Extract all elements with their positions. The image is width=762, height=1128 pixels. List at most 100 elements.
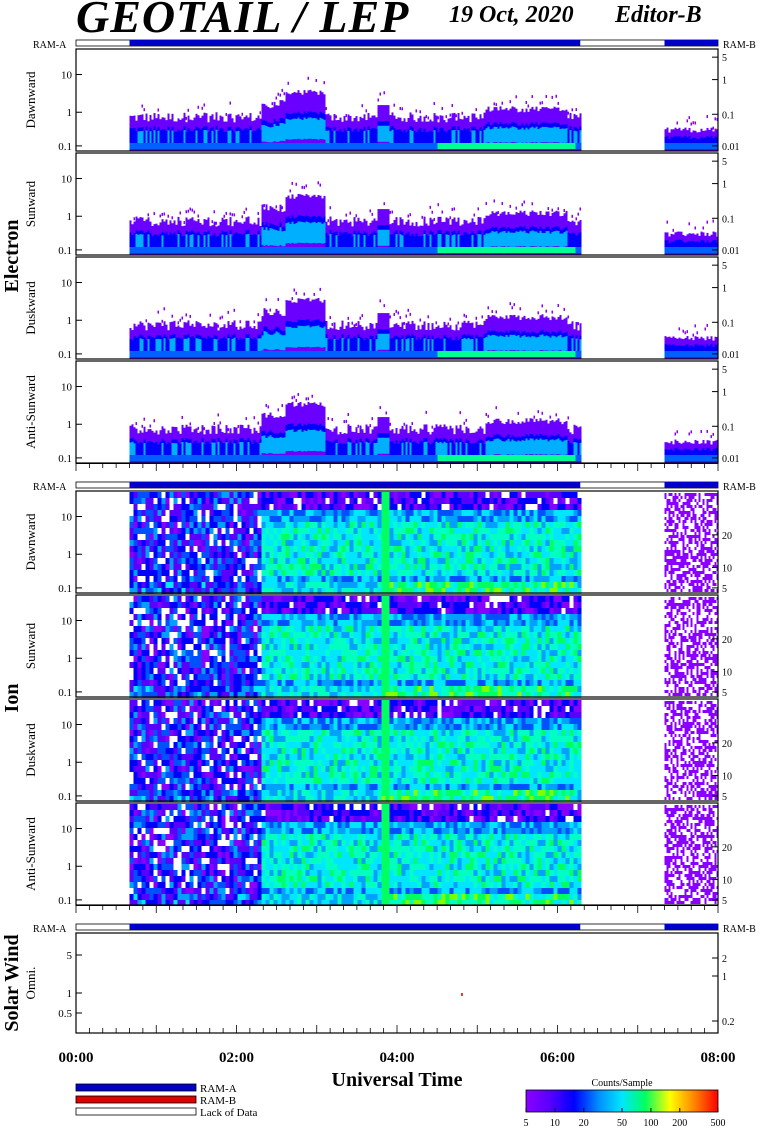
electron-base	[411, 351, 414, 357]
ion-cell	[133, 552, 138, 558]
electron-base	[295, 143, 298, 149]
electron-core	[197, 443, 200, 457]
electron-base	[387, 143, 390, 149]
electron-base	[325, 143, 328, 149]
electron-core-hot	[173, 337, 176, 352]
electron-core	[670, 241, 673, 251]
ion-cell	[217, 564, 222, 570]
electron-core-hot	[379, 437, 382, 454]
electron-core	[459, 338, 462, 353]
ion-cell	[253, 546, 258, 552]
ion-cell	[365, 516, 370, 522]
electron-core-hot	[531, 230, 534, 247]
electron-base	[381, 455, 384, 461]
ion-cell	[381, 588, 386, 594]
electron-base	[453, 247, 456, 253]
electron-core	[688, 136, 691, 147]
electron-base	[267, 351, 270, 357]
electron-base	[331, 247, 334, 253]
electron-core	[175, 131, 178, 146]
ion-cell	[321, 582, 326, 588]
electron-core-hot	[141, 130, 144, 144]
electron-core	[361, 233, 364, 249]
electron-speckle	[327, 417, 329, 421]
ion-cell	[277, 528, 282, 534]
electron-base	[708, 143, 711, 149]
electron-core	[349, 128, 352, 144]
ion-cell	[317, 576, 322, 582]
electron-base	[337, 351, 340, 357]
ion-cell	[205, 540, 210, 546]
ion-cell	[193, 534, 198, 540]
electron-speckle	[501, 202, 503, 206]
ion-cell	[261, 528, 266, 534]
electron-core-hot	[575, 338, 578, 352]
ion-cell	[333, 510, 338, 516]
ion-cell	[289, 564, 294, 570]
electron-core	[678, 135, 681, 147]
electron-core-hot	[531, 126, 534, 143]
ion-cell	[293, 546, 298, 552]
ion-cell	[337, 570, 342, 576]
electron-base	[249, 455, 252, 461]
electron-base	[569, 351, 572, 357]
electron-base	[513, 143, 516, 149]
electron-core	[249, 337, 252, 353]
ion-cell	[229, 576, 234, 582]
ion-cell	[201, 582, 206, 588]
ion-cell	[313, 528, 318, 534]
electron-base	[159, 455, 162, 461]
ion-cell	[197, 588, 202, 594]
ion-cell	[297, 522, 302, 528]
electron-speckle	[315, 78, 317, 82]
ion-cell	[353, 498, 358, 504]
ion-cell	[337, 522, 342, 528]
ion-cell	[145, 498, 150, 504]
ion-cell	[329, 522, 334, 528]
electron-base	[203, 351, 206, 357]
electron-core-hot	[169, 338, 172, 352]
electron-base	[517, 247, 520, 253]
electron-base	[323, 143, 326, 149]
ion-cell	[357, 558, 362, 564]
ion-cell	[297, 540, 302, 546]
electron-core-hot	[497, 128, 500, 143]
electron-base	[251, 143, 254, 149]
electron-speckle	[213, 210, 215, 214]
electron-base	[349, 247, 352, 253]
electron-base	[517, 455, 520, 461]
ion-cell	[201, 492, 206, 498]
electron-base	[179, 247, 182, 253]
electron-base	[415, 143, 418, 149]
electron-core-hot	[451, 235, 454, 248]
ion-cell	[285, 498, 290, 504]
electron-core	[714, 136, 717, 147]
electron-speckle	[157, 108, 159, 112]
ion-cell	[189, 534, 194, 540]
ion-cell	[301, 564, 306, 570]
ion-cell	[361, 504, 366, 510]
electron-core-hot	[533, 231, 536, 247]
electron-base	[495, 455, 498, 461]
electron-base	[493, 143, 496, 149]
electron-core-hot	[133, 443, 136, 456]
electron-base	[443, 351, 446, 357]
electron-base	[197, 351, 200, 357]
electron-speckle	[712, 219, 714, 223]
electron-base	[287, 455, 290, 461]
ion-cell	[345, 558, 350, 564]
ion-cell	[217, 528, 222, 534]
ion-cell	[225, 522, 230, 528]
electron-base	[559, 143, 562, 149]
ion-cell	[337, 498, 342, 504]
ion-cell	[317, 492, 322, 498]
ion-cell	[201, 528, 206, 534]
ion-cell	[329, 504, 334, 510]
electron-base	[541, 351, 544, 357]
electron-core-hot	[189, 234, 192, 248]
electron-core	[245, 127, 248, 144]
electron-base	[157, 455, 160, 461]
electron-base	[684, 351, 687, 357]
ion-cell	[217, 582, 222, 588]
electron-core	[437, 132, 440, 146]
